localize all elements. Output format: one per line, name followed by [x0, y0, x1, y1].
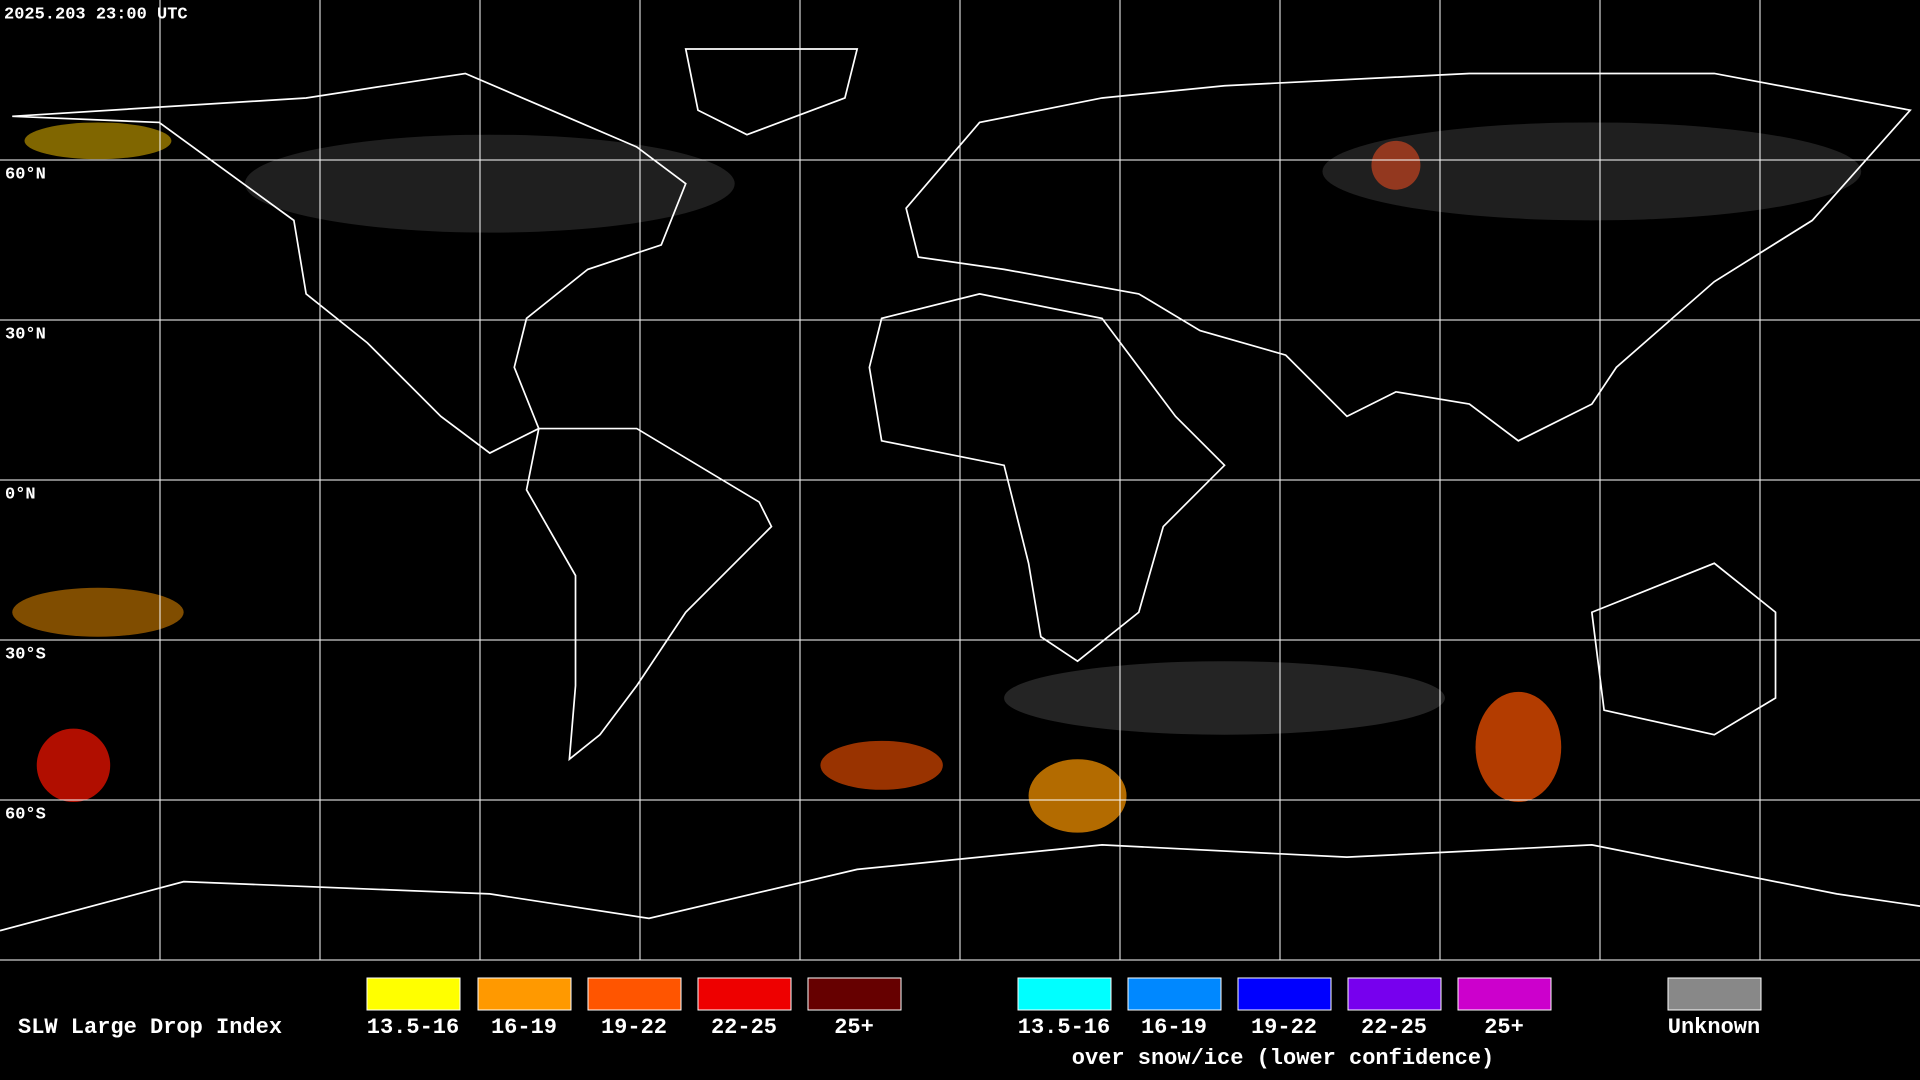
coastline — [0, 844, 1920, 932]
legend-swatch — [587, 977, 682, 1011]
cloud-patch — [12, 587, 184, 637]
cloud-patch — [1371, 140, 1421, 190]
legend-swatch — [1347, 977, 1442, 1011]
lat-label: 60°N — [5, 165, 46, 184]
snow-note: over snow/ice (lower confidence) — [1072, 1046, 1494, 1071]
lat-label: 30°S — [5, 645, 46, 664]
cloud-patch — [244, 134, 735, 233]
coastline — [684, 48, 859, 136]
legend-swatch — [477, 977, 572, 1011]
legend-label: 25+ — [1484, 1015, 1524, 1040]
legend-label: 19-22 — [601, 1015, 667, 1040]
cloud-patch — [820, 740, 943, 790]
legend-label: 16-19 — [491, 1015, 557, 1040]
cloud-patch — [36, 728, 111, 803]
legend-swatch — [1017, 977, 1112, 1011]
legend-swatch — [1237, 977, 1332, 1011]
coastline — [12, 72, 687, 455]
coastline — [525, 427, 773, 762]
legend-label: 22-25 — [711, 1015, 777, 1040]
legend-label: Unknown — [1668, 1015, 1760, 1040]
cloud-field — [12, 122, 1862, 833]
cloud-patch — [24, 122, 172, 160]
legend-swatch — [366, 977, 461, 1011]
lat-label: 60°S — [5, 805, 46, 824]
legend-swatch — [697, 977, 792, 1011]
coastline — [905, 72, 1912, 442]
lat-label: 30°N — [5, 325, 46, 344]
legend-title: SLW Large Drop Index — [18, 1015, 282, 1040]
cloud-patch — [1028, 759, 1127, 833]
cloud-patch — [1004, 661, 1445, 735]
graticule — [0, 0, 1920, 961]
lat-label: 0°N — [5, 485, 36, 504]
cloud-patch — [1475, 691, 1562, 803]
legend-swatch — [807, 977, 902, 1011]
timestamp: 2025.203 23:00 UTC — [4, 5, 188, 24]
coastlines — [0, 48, 1920, 932]
legend-label: 19-22 — [1251, 1015, 1317, 1040]
coastline — [1590, 562, 1777, 736]
legend-label: 22-25 — [1361, 1015, 1427, 1040]
cloud-patch — [1322, 122, 1862, 221]
legend-swatch — [1667, 977, 1762, 1011]
legend-swatch — [1457, 977, 1552, 1011]
legend-label: 13.5-16 — [1018, 1015, 1110, 1040]
legend-label: 13.5-16 — [367, 1015, 459, 1040]
legend-label: 25+ — [834, 1015, 874, 1040]
legend-swatch — [1127, 977, 1222, 1011]
coastline — [868, 293, 1226, 663]
legend-label: 16-19 — [1141, 1015, 1207, 1040]
